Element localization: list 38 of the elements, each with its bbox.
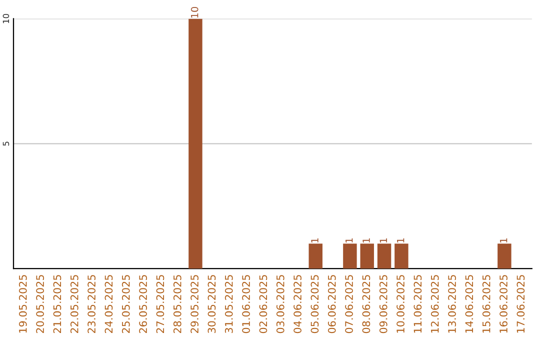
x-tick-label: 26.05.2025 [139, 275, 147, 334]
x-tick-label: 07.06.2025 [345, 275, 353, 334]
x-tick-label: 31.05.2025 [224, 275, 233, 334]
x-tick-label: 21.05.2025 [53, 275, 62, 334]
x-tick-label: 15.06.2025 [482, 275, 490, 333]
x-tick-label: 09.06.2025 [379, 275, 388, 334]
x-tick-label: 30.05.2025 [208, 275, 216, 334]
data-label: 1 [380, 238, 387, 243]
data-label: 1 [311, 238, 318, 243]
data-label: 1 [346, 238, 353, 243]
y-tick-label: 5 [2, 142, 10, 146]
x-tick-label: 27.05.2025 [156, 275, 164, 334]
x-tick-label: 28.05.2025 [173, 275, 182, 334]
x-tick-label: 03.06.2025 [276, 275, 284, 334]
x-tick-label: 01.06.2025 [242, 275, 250, 334]
x-tick-label: 29.05.2025 [190, 275, 198, 334]
x-tick-label: 17.06.2025 [516, 275, 525, 333]
x-tick-label: 14.06.2025 [465, 275, 474, 333]
x-tick-label: 11.06.2025 [414, 275, 422, 333]
x-tick-label: 19.05.2025 [18, 275, 27, 333]
x-tick-label: 08.06.2025 [362, 275, 370, 334]
x-tick-label: 06.06.2025 [328, 275, 336, 334]
x-tick-label: 20.05.2025 [36, 275, 44, 334]
x-tick-label: 02.06.2025 [259, 275, 268, 334]
data-label: 1 [362, 238, 370, 243]
x-tick-label: 13.06.2025 [448, 275, 456, 333]
x-tick-label: 12.06.2025 [430, 275, 439, 333]
data-label: 1 [397, 238, 404, 243]
x-tick-label: 24.05.2025 [104, 275, 113, 334]
x-tick-label: 05.06.2025 [310, 275, 319, 334]
data-label: 1 [500, 238, 508, 243]
x-tick-label: 10.06.2025 [396, 275, 404, 333]
data-label: 10 [190, 6, 198, 18]
x-tick-label: 22.05.2025 [70, 275, 78, 334]
x-tick-label: 25.05.2025 [122, 275, 130, 334]
x-tick-label: 23.05.2025 [88, 275, 96, 334]
x-tick-label: 16.06.2025 [500, 275, 508, 333]
x-tick-label: 04.06.2025 [294, 275, 302, 334]
